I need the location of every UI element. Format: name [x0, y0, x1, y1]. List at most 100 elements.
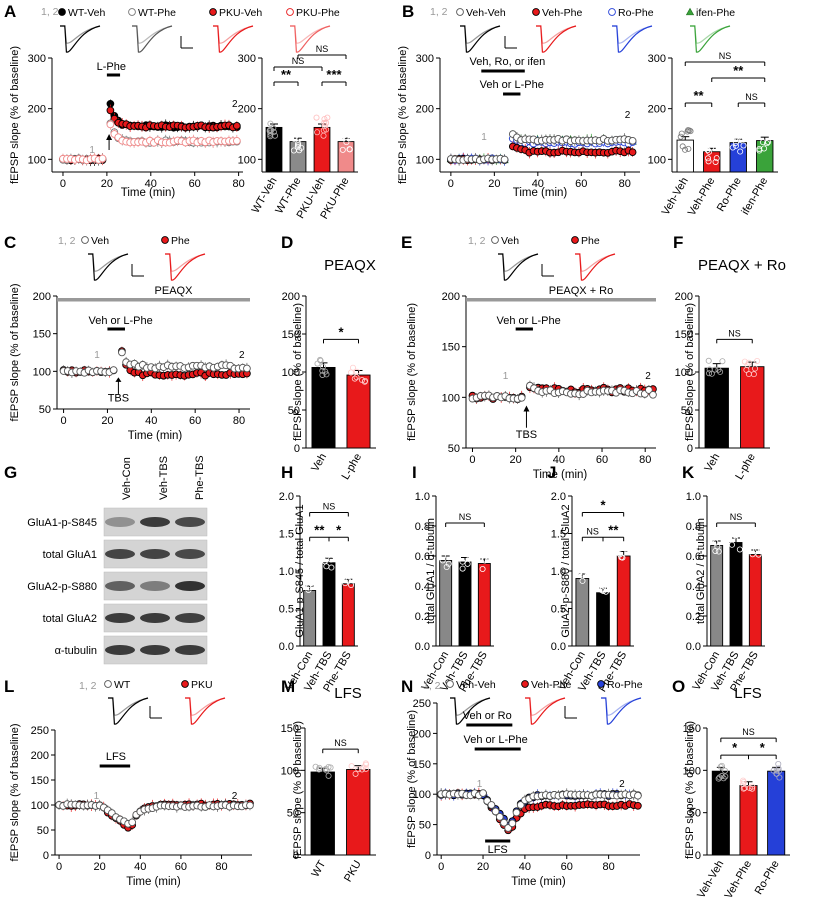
event-label: L-Phe [97, 61, 126, 73]
y-tick-label: 150 [281, 723, 299, 735]
y-tick-label: 1.0 [415, 491, 430, 503]
data-point [109, 366, 118, 374]
data-point [346, 132, 353, 139]
data-point [717, 368, 724, 375]
blot-band [105, 549, 135, 559]
data-point [440, 553, 447, 560]
data-point [443, 564, 450, 571]
data-point [271, 132, 278, 139]
trace-label: 1, 2 [423, 680, 441, 692]
y-tick-label: 1.5 [551, 529, 566, 541]
data-point [732, 142, 739, 149]
data-point [745, 371, 752, 378]
data-point [765, 138, 772, 145]
data-point [704, 155, 711, 162]
panel-label: I [412, 463, 417, 482]
fepsp-trace [498, 253, 539, 281]
lane-label: Veh-Con [121, 457, 133, 500]
sig-label: ** [693, 88, 704, 103]
blot-row-label: GluA1-p-S845 [27, 517, 97, 529]
panel-title: PEAQX [324, 257, 376, 274]
stim-label: TBS [108, 392, 129, 404]
y-tick-label: 2.0 [551, 491, 566, 503]
data-point [711, 366, 718, 373]
y-tick-label: 0.2 [686, 611, 701, 623]
event-label: Veh or L-Phe [463, 734, 527, 746]
x-tick-label: 60 [575, 178, 587, 190]
legend-label: Ro-Phe [607, 679, 643, 691]
drug-application-bar [57, 298, 250, 302]
data-point [712, 539, 719, 546]
data-point [504, 824, 513, 832]
panel-label: A [4, 2, 16, 21]
bar-veh-con [439, 560, 453, 647]
legend-marker [161, 236, 169, 244]
sig-label: NS [316, 44, 329, 54]
data-point [317, 357, 324, 364]
legend-marker [571, 236, 579, 244]
data-point [295, 130, 302, 137]
data-point [600, 587, 607, 594]
mark-label: 2 [645, 371, 651, 382]
x-tick-label: 0 [448, 178, 454, 190]
data-point [305, 586, 312, 593]
data-point [512, 808, 521, 817]
y-axis-label: fEPSP slope (% of baseline) [9, 46, 21, 184]
legend-marker [209, 8, 217, 16]
mark-label: 2 [232, 791, 238, 802]
sig-label: NS [586, 526, 599, 536]
x-tick-label: 40 [519, 861, 531, 873]
bar-veh-tbs [729, 542, 743, 647]
legend-marker [456, 8, 464, 16]
y-axis-label: fEPSP slope (% of baseline) [684, 303, 696, 441]
sig-label: NS [459, 512, 472, 522]
data-point [765, 130, 772, 137]
data-point [481, 557, 488, 564]
y-axis-label: fEPSP slope (% of baseline) [406, 710, 418, 848]
data-point [349, 364, 356, 371]
y-tick-label: 100 [282, 367, 300, 379]
data-point [740, 785, 747, 792]
y-tick-label: 0.0 [279, 641, 294, 653]
data-point [445, 560, 452, 567]
legend-marker [446, 680, 454, 688]
legend-label: Phe [171, 235, 190, 247]
fepsp-trace [185, 697, 226, 725]
y-axis-label: total GluA1 / α-tubulin [425, 518, 437, 624]
mark-label: 1 [89, 145, 95, 156]
y-tick-label: 0.0 [551, 641, 566, 653]
blot-band [175, 517, 205, 527]
data-point [362, 765, 369, 772]
category-label: L-phe [340, 452, 364, 482]
data-point [290, 147, 297, 154]
legend-label: Veh [91, 235, 109, 247]
y-tick-label: 200 [442, 291, 460, 303]
y-tick-label: 0 [425, 850, 431, 862]
legend-label: Veh-Veh [466, 7, 506, 19]
y-tick-label: 300 [416, 53, 434, 65]
y-tick-label: 2.0 [279, 491, 294, 503]
data-point [361, 378, 368, 385]
bar-veh [704, 367, 729, 449]
data-point [459, 558, 466, 565]
data-point [439, 557, 446, 564]
data-point [749, 783, 756, 790]
event-label: Veh, Ro, or ifen [469, 56, 545, 68]
trace-label: 1, 2 [79, 680, 97, 692]
data-point [321, 558, 328, 565]
category-label: WT [309, 858, 328, 879]
blot-band [140, 581, 170, 591]
legend-marker [608, 8, 616, 16]
data-point [106, 106, 115, 115]
panel-title: PEAQX + Ro [698, 257, 786, 274]
x-tick-label: 60 [561, 861, 573, 873]
data-point [343, 139, 350, 146]
y-tick-label: 50 [288, 405, 300, 417]
legend-marker [521, 680, 529, 688]
data-point [682, 146, 689, 153]
y-tick-label: 0 [294, 443, 300, 455]
mark-label: 1 [94, 791, 100, 802]
x-tick-label: 0 [438, 861, 444, 873]
mark-label: 2 [625, 110, 631, 121]
fepsp-trace [165, 253, 206, 281]
